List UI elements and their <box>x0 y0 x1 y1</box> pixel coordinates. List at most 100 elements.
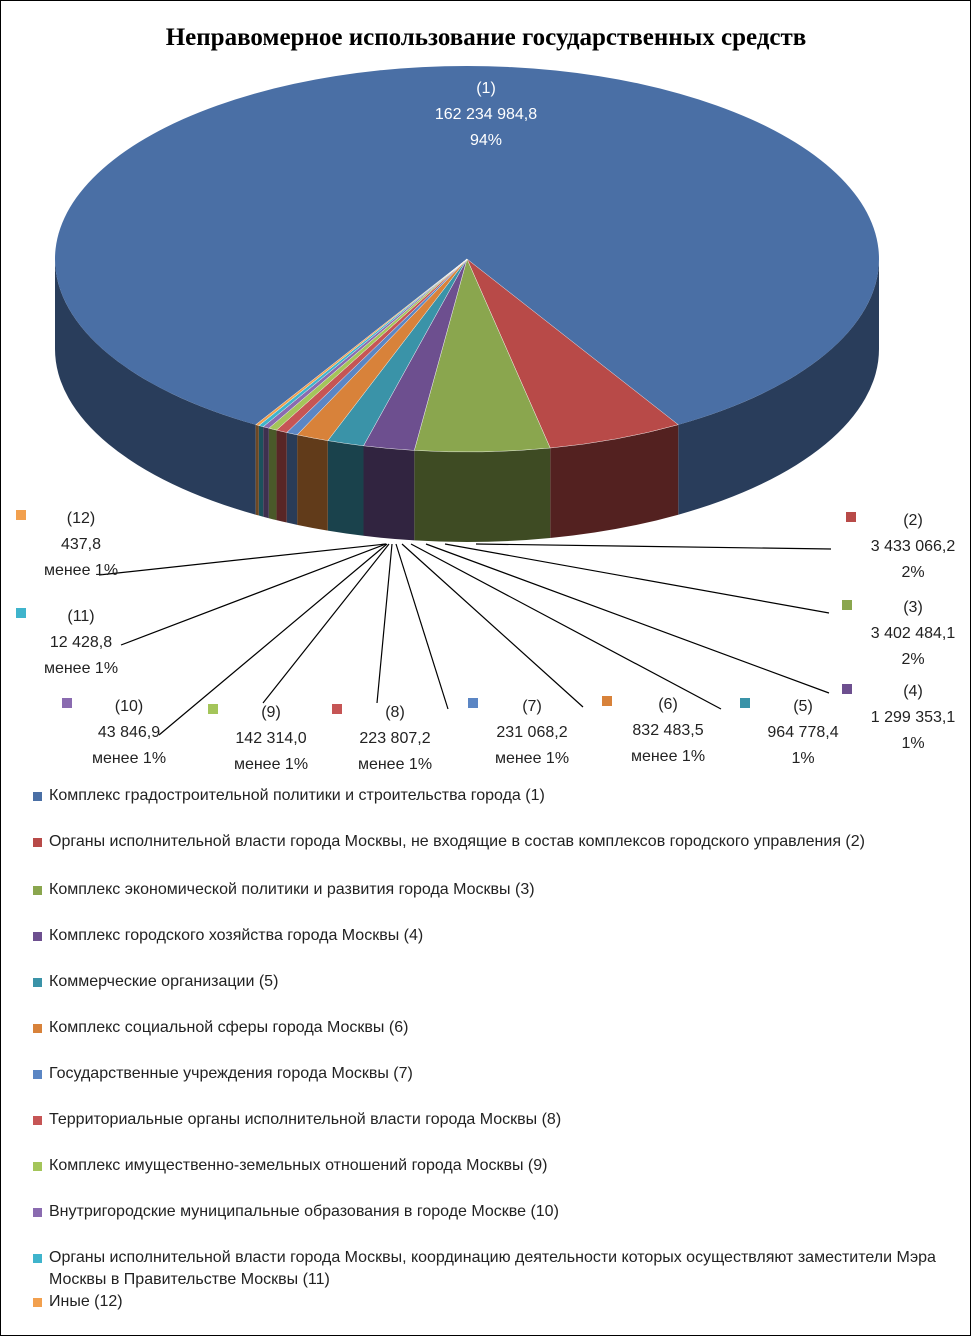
leader-line-8 <box>376 543 393 704</box>
slice-9-id-label: (9) <box>261 704 281 721</box>
slice-side-4 <box>363 445 415 541</box>
legend-swatch-11 <box>33 1254 42 1263</box>
slice-6-value-label: 832 483,5 <box>632 722 703 739</box>
leader-line-12 <box>98 543 387 576</box>
slice-1-percent-label: 94% <box>470 132 502 149</box>
legend-label-4: Комплекс городского хозяйства города Мос… <box>49 927 424 944</box>
label-marker-6 <box>602 696 612 706</box>
slice-side-12 <box>255 424 259 516</box>
slice-1-value-label: 162 234 984,8 <box>435 106 537 123</box>
slice-side-1 <box>55 259 256 515</box>
slice-8-value-label: 223 807,2 <box>359 730 430 747</box>
slice-10-value-label: 43 846,9 <box>98 724 160 741</box>
slice-5-id-label: (5) <box>793 698 813 715</box>
legend-item-9: Комплекс имущественно-земельных отношени… <box>29 1155 949 1177</box>
slice-11-value-label: 12 428,8 <box>50 634 112 651</box>
legend-label-9: Комплекс имущественно-земельных отношени… <box>49 1157 548 1174</box>
chart-title: Неправомерное использование государствен… <box>166 24 807 51</box>
slice-6-percent-label: менее 1% <box>631 748 705 765</box>
legend-item-8: Территориальные органы исполнительной вл… <box>29 1109 949 1131</box>
legend-item-10: Внутригородские муниципальные образовани… <box>29 1201 949 1223</box>
legend-item-3: Комплекс экономической политики и развит… <box>29 879 949 901</box>
legend-label-8: Территориальные органы исполнительной вл… <box>49 1111 562 1128</box>
slice-7-percent-label: менее 1% <box>495 750 569 767</box>
slice-4-percent-label: 1% <box>901 735 924 752</box>
legend-label-12: Иные (12) <box>49 1293 123 1310</box>
label-marker-9 <box>208 704 218 714</box>
slice-3-value-label: 3 402 484,1 <box>871 625 956 642</box>
slice-side-3 <box>414 448 551 542</box>
slice-side-11 <box>258 425 264 517</box>
legend-swatch-6 <box>33 1024 42 1033</box>
legend-swatch-1 <box>33 792 42 801</box>
slice-side-10 <box>263 426 269 519</box>
pie-layer <box>55 65 880 542</box>
legend-swatch-2 <box>33 838 42 847</box>
slice-1 <box>55 65 880 425</box>
slice-2-id-label: (2) <box>903 512 923 529</box>
legend-item-2: Органы исполнительной власти города Моск… <box>29 831 949 853</box>
legend-swatch-9 <box>33 1162 42 1171</box>
leader-line-7 <box>395 543 449 710</box>
legend-item-4: Комплекс городского хозяйства города Мос… <box>29 925 949 947</box>
label-marker-3 <box>842 600 852 610</box>
slice-side-8 <box>276 430 287 523</box>
legend-item-5: Коммерческие организации (5) <box>29 971 949 993</box>
legend-item-12: Иные (12) <box>29 1291 949 1313</box>
slice-5-percent-label: 1% <box>791 750 814 767</box>
label-marker-8 <box>332 704 342 714</box>
legend-label-10: Внутригородские муниципальные образовани… <box>49 1203 559 1220</box>
label-marker-11 <box>16 608 26 618</box>
legend-item-6: Комплекс социальной сферы города Москвы … <box>29 1017 949 1039</box>
legend-label-7: Государственные учреждения города Москвы… <box>49 1065 413 1082</box>
legend-label-1: Комплекс градостроительной политики и ст… <box>49 787 545 804</box>
label-marker-4 <box>842 684 852 694</box>
legend-swatch-8 <box>33 1116 42 1125</box>
leader-line-11 <box>120 543 387 646</box>
slice-10-percent-label: менее 1% <box>92 750 166 767</box>
legend-item-1: Комплекс градостроительной политики и ст… <box>29 785 949 807</box>
slice-12 <box>255 258 468 426</box>
slice-7-value-label: 231 068,2 <box>496 724 567 741</box>
slice-12-id-label: (12) <box>67 510 95 527</box>
label-marker-10 <box>62 698 72 708</box>
slice-5-value-label: 964 778,4 <box>767 724 838 741</box>
legend-swatch-4 <box>33 932 42 941</box>
slice-11-percent-label: менее 1% <box>44 660 118 677</box>
leader-line-3 <box>444 543 830 614</box>
slice-side-7 <box>286 432 298 525</box>
slice-7-id-label: (7) <box>522 698 542 715</box>
slice-6-id-label: (6) <box>658 696 678 713</box>
leader-line-4 <box>425 543 830 694</box>
label-marker-5 <box>740 698 750 708</box>
leader-line-6 <box>401 543 584 708</box>
slice-3 <box>414 258 551 453</box>
slice-2 <box>466 258 679 449</box>
legend-swatch-5 <box>33 978 42 987</box>
leader-line-2 <box>475 543 832 550</box>
slice-3-id-label: (3) <box>903 599 923 616</box>
slice-2-value-label: 3 433 066,2 <box>871 538 956 555</box>
legend-item-7: Государственные учреждения города Москвы… <box>29 1063 949 1085</box>
label-marker-2 <box>846 512 856 522</box>
legend-item-11: Органы исполнительной власти города Моск… <box>29 1247 949 1291</box>
slice-3-percent-label: 2% <box>901 651 924 668</box>
legend-swatch-7 <box>33 1070 42 1079</box>
legend-swatch-10 <box>33 1208 42 1217</box>
leader-line-9 <box>262 543 390 704</box>
slice-4-value-label: 1 299 353,1 <box>871 709 956 726</box>
legend-swatch-3 <box>33 886 42 895</box>
slice-8-id-label: (8) <box>385 704 405 721</box>
slice-11-id-label: (11) <box>67 608 94 625</box>
slice-side-9 <box>268 428 277 521</box>
leader-line-5 <box>410 543 722 710</box>
legend-label-11: Органы исполнительной власти города Моск… <box>49 1249 936 1288</box>
slice-12-value-label: 437,8 <box>61 536 101 553</box>
label-marker-12 <box>16 510 26 520</box>
slice-12-percent-label: менее 1% <box>44 562 118 579</box>
legend-swatch-12 <box>33 1298 42 1307</box>
label-marker-7 <box>468 698 478 708</box>
slice-8-percent-label: менее 1% <box>358 756 432 773</box>
slice-side-5 <box>327 440 364 536</box>
